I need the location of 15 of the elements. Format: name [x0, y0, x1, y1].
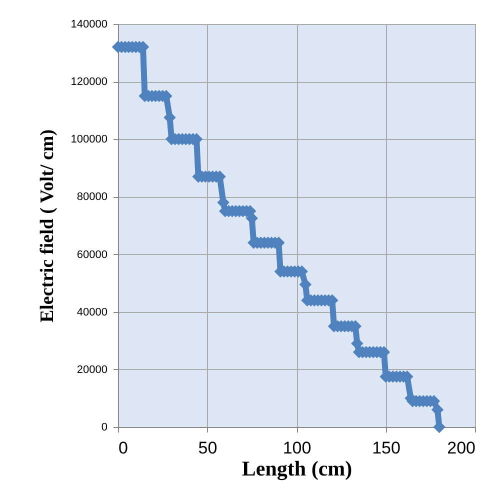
x-tick-label: 50 — [198, 438, 218, 458]
x-axis-title: Length (cm) — [242, 456, 352, 480]
y-tick-label: 100000 — [70, 134, 108, 146]
y-tick-label: 120000 — [70, 76, 108, 88]
y-tick-label: 40000 — [76, 306, 108, 318]
y-tick-label: 140000 — [70, 18, 108, 30]
y-tick-label: 0 — [101, 422, 108, 434]
y-tick-label: 80000 — [76, 191, 108, 204]
x-tick-label: 100 — [282, 438, 312, 458]
y-tick-label: 60000 — [76, 248, 108, 261]
x-tick-label: 150 — [372, 438, 400, 458]
x-tick-label: 0 — [118, 438, 128, 458]
x-tick-label: 200 — [447, 438, 476, 458]
y-tick-label: 20000 — [76, 364, 108, 376]
y-axis-title: Electric field ( Volt/ cm) — [36, 129, 58, 323]
